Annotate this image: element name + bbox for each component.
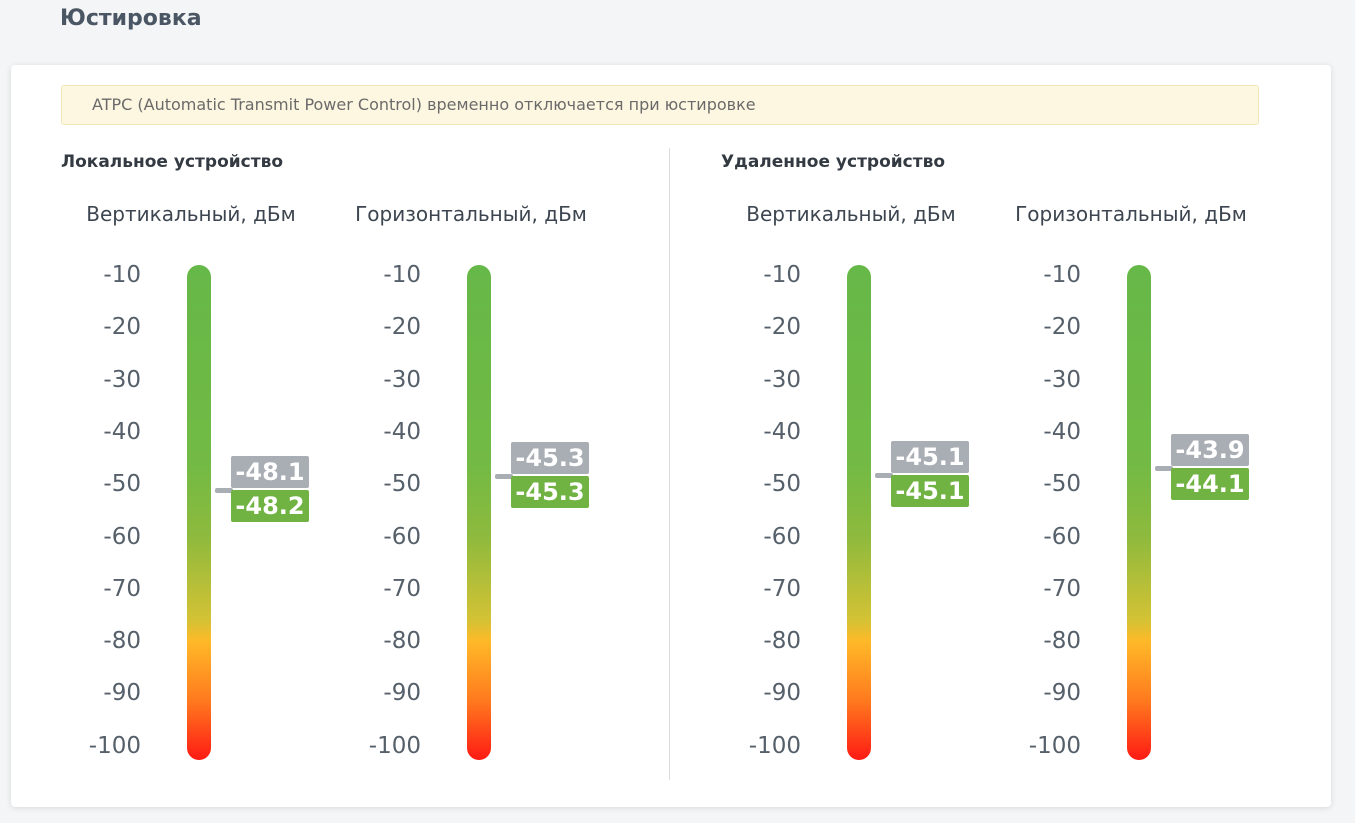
- local-horizontal-gauge: -10 -20 -30 -40 -50 -60 -70 -80 -90 -100 -45.3 -45.…: [351, 262, 631, 765]
- scale-tick: -20: [1043, 314, 1081, 341]
- current-value-label: -45.3: [511, 441, 589, 474]
- remote-device-title: Удаленное устройство: [721, 152, 946, 172]
- scale-tick: -100: [368, 732, 421, 759]
- current-value-label: -45.1: [891, 440, 969, 473]
- scale-tick: -10: [103, 262, 141, 288]
- local-horizontal-title: Горизонтальный, дБм: [355, 202, 587, 226]
- scale-tick: -50: [1043, 471, 1081, 498]
- scale-tick: -90: [383, 680, 421, 707]
- scale-tick: -40: [1043, 418, 1081, 445]
- peak-value-label: -44.1: [1171, 468, 1249, 501]
- scale-tick: -40: [383, 418, 421, 445]
- scale-tick: -50: [763, 471, 801, 498]
- local-vertical-title: Вертикальный, дБм: [86, 202, 296, 226]
- remote-horizontal-gauge: -10 -20 -30 -40 -50 -60 -70 -80 -90 -100 -43.9 -44.…: [1011, 262, 1291, 765]
- scale-tick: -90: [103, 680, 141, 707]
- current-value-label: -48.1: [231, 456, 309, 489]
- scale-tick: -40: [103, 418, 141, 445]
- scale-tick: -90: [763, 680, 801, 707]
- level-pointer: [875, 472, 893, 478]
- scale-tick: -60: [383, 523, 421, 550]
- scale-tick: -100: [748, 732, 801, 759]
- level-pointer: [495, 473, 513, 479]
- scale-tick: -30: [103, 366, 141, 393]
- signal-level-bar: [847, 265, 871, 760]
- scale-tick: -100: [1028, 732, 1081, 759]
- signal-level-bar: [467, 265, 491, 760]
- scale-tick: -80: [763, 628, 801, 655]
- signal-level-bar: [1127, 265, 1151, 760]
- scale-tick: -80: [1043, 628, 1081, 655]
- peak-value-label: -45.3: [511, 475, 589, 508]
- scale-tick: -30: [383, 366, 421, 393]
- atpc-notice: ATPC (Automatic Transmit Power Control) …: [61, 85, 1259, 125]
- scale-tick: -60: [103, 523, 141, 550]
- scale-tick: -70: [103, 575, 141, 602]
- level-pointer: [1155, 466, 1173, 472]
- scale-tick: -90: [1043, 680, 1081, 707]
- scale-tick: -70: [1043, 575, 1081, 602]
- alignment-card: ATPC (Automatic Transmit Power Control) …: [11, 65, 1331, 807]
- remote-vertical-title: Вертикальный, дБм: [746, 202, 956, 226]
- local-device-title: Локальное устройство: [61, 152, 284, 172]
- scale-tick: -10: [1043, 262, 1081, 288]
- scale-tick: -50: [383, 471, 421, 498]
- peak-value-label: -48.2: [231, 490, 309, 523]
- scale-tick: -60: [1043, 523, 1081, 550]
- remote-horizontal-title: Горизонтальный, дБм: [1015, 202, 1247, 226]
- page-title: Юстировка: [60, 6, 202, 31]
- scale-tick: -10: [763, 262, 801, 288]
- scale-tick: -40: [763, 418, 801, 445]
- scale-tick: -20: [383, 314, 421, 341]
- scale-tick: -70: [763, 575, 801, 602]
- scale-tick: -10: [383, 262, 421, 288]
- scale-tick: -100: [88, 732, 141, 759]
- signal-level-bar: [187, 265, 211, 760]
- peak-value-label: -45.1: [891, 474, 969, 507]
- remote-vertical-gauge: -10 -20 -30 -40 -50 -60 -70 -80 -90 -100 -45.1 -45.…: [731, 262, 1011, 765]
- scale-tick: -80: [103, 628, 141, 655]
- scale-tick: -80: [383, 628, 421, 655]
- scale-tick: -50: [103, 471, 141, 498]
- scale-tick: -70: [383, 575, 421, 602]
- scale-tick: -30: [763, 366, 801, 393]
- scale-tick: -30: [1043, 366, 1081, 393]
- local-vertical-gauge: -10 -20 -30 -40 -50 -60 -70 -80 -90 -100 -48.1 -48.…: [71, 262, 351, 765]
- section-divider: [669, 148, 670, 780]
- scale-tick: -20: [763, 314, 801, 341]
- level-pointer: [215, 488, 233, 494]
- current-value-label: -43.9: [1171, 434, 1249, 467]
- scale-tick: -60: [763, 523, 801, 550]
- scale-tick: -20: [103, 314, 141, 341]
